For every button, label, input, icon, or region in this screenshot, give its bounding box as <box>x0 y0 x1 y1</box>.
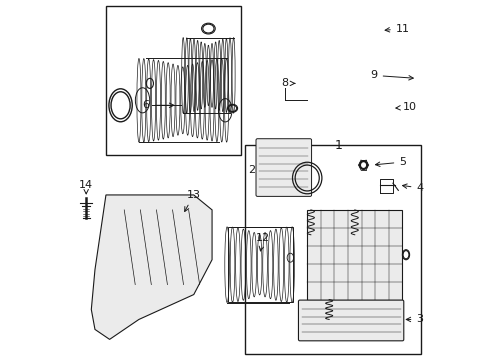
FancyBboxPatch shape <box>298 300 404 341</box>
Text: 6: 6 <box>143 100 174 110</box>
FancyBboxPatch shape <box>256 139 312 196</box>
Bar <box>245 145 420 354</box>
Text: 11: 11 <box>385 24 410 33</box>
Text: 12: 12 <box>256 233 270 251</box>
Bar <box>228 227 293 302</box>
Text: 1: 1 <box>335 139 343 152</box>
Text: 3: 3 <box>406 314 423 324</box>
Text: 13: 13 <box>185 190 201 211</box>
Text: 9: 9 <box>370 71 413 80</box>
Bar <box>307 210 402 300</box>
Text: 2: 2 <box>248 165 274 178</box>
Polygon shape <box>91 195 212 339</box>
Text: 10: 10 <box>396 102 417 112</box>
Text: 8: 8 <box>282 78 295 88</box>
Text: 7: 7 <box>279 173 290 183</box>
Bar <box>106 6 242 155</box>
Text: 14: 14 <box>79 180 93 194</box>
Text: 5: 5 <box>375 157 406 167</box>
Text: 4: 4 <box>402 183 423 193</box>
